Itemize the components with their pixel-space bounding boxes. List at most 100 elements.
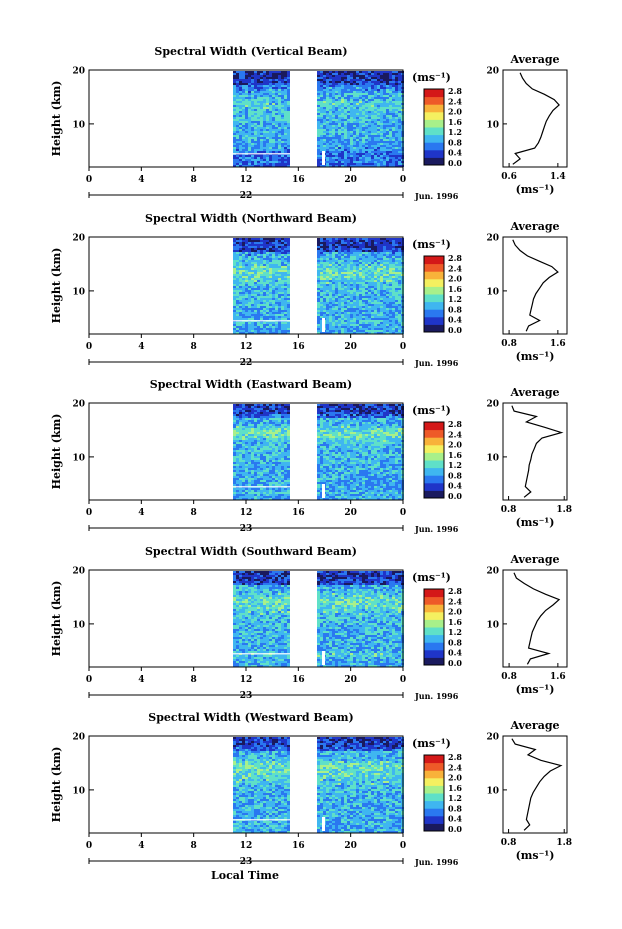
heatmap-cell (365, 105, 368, 107)
heatmap-cell (320, 328, 323, 330)
heatmap-cell (383, 149, 386, 151)
heatmap-cell (257, 296, 260, 298)
heatmap-cell (284, 105, 287, 107)
heatmap-cell (272, 266, 275, 268)
heatmap-cell (350, 139, 353, 141)
heatmap-cell (335, 83, 338, 85)
colorbar-swatch (424, 111, 444, 120)
heatmap-cell (233, 404, 236, 406)
heatmap-cell (245, 131, 248, 133)
heatmap-cell (356, 157, 359, 159)
heatmap-cell (347, 119, 350, 121)
heatmap-cell (344, 99, 347, 101)
heatmap-cell (353, 294, 356, 296)
heatmap-cell (269, 314, 272, 316)
heatmap-cell (386, 143, 389, 145)
heatmap-cell (368, 159, 371, 161)
heatmap-cell (278, 272, 281, 274)
heatmap-cell (242, 424, 245, 426)
heatmap-cell (398, 111, 401, 113)
heatmap-cell (371, 280, 374, 282)
heatmap-cell (398, 115, 401, 117)
heatmap-cell (269, 268, 272, 270)
heatmap-cell (260, 266, 263, 268)
heatmap-cell (287, 105, 290, 107)
heatmap-cell (374, 316, 377, 318)
heatmap-cell (326, 77, 329, 79)
heatmap-cell (242, 446, 245, 448)
heatmap-cell (374, 87, 377, 89)
heatmap-cell (362, 240, 365, 242)
heatmap-cell (233, 490, 236, 492)
heatmap-cell (344, 101, 347, 103)
heatmap-cell (371, 272, 374, 274)
heatmap-cell (362, 252, 365, 254)
heatmap-cell (389, 101, 392, 103)
heatmap-cell (323, 250, 326, 252)
data-gap-line (233, 153, 293, 155)
heatmap-cell (323, 270, 326, 272)
heatmap-cell (389, 298, 392, 300)
heatmap-cell (251, 282, 254, 284)
heatmap-cell (347, 262, 350, 264)
heatmap-cell (374, 149, 377, 151)
heatmap-cell (341, 252, 344, 254)
heatmap-cell (365, 71, 368, 73)
heatmap-cell (281, 77, 284, 79)
heatmap-cell (269, 73, 272, 75)
heatmap-cell (239, 77, 242, 79)
panel-title: Spectral Width (Vertical Beam) (154, 45, 347, 58)
heatmap-cell (341, 332, 344, 334)
heatmap-cell (350, 111, 353, 113)
heatmap-cell (377, 316, 380, 318)
heatmap-cell (395, 252, 398, 254)
heatmap-cell (374, 143, 377, 145)
heatmap-cell (326, 153, 329, 155)
heatmap-cell (320, 75, 323, 77)
heatmap-cell (245, 456, 248, 458)
heatmap-cell (374, 328, 377, 330)
heatmap-cell (362, 159, 365, 161)
heatmap-cell (347, 113, 350, 115)
heatmap-cell (254, 330, 257, 332)
heatmap-cell (254, 238, 257, 240)
heatmap-cell (335, 278, 338, 280)
heatmap-cell (239, 302, 242, 304)
heatmap-cell (260, 316, 263, 318)
heatmap-cell (353, 258, 356, 260)
heatmap-cell (389, 147, 392, 149)
heatmap-cell (284, 262, 287, 264)
heatmap-cell (371, 268, 374, 270)
heatmap-cell (386, 322, 389, 324)
heatmap-cell (335, 135, 338, 137)
heatmap-cell (287, 276, 290, 278)
heatmap-cell (323, 254, 326, 256)
heatmap-cell (242, 428, 245, 430)
heatmap-cell (332, 280, 335, 282)
heatmap-cell (350, 284, 353, 286)
heatmap-cell (242, 298, 245, 300)
heatmap-cell (242, 260, 245, 262)
heatmap-cell (254, 135, 257, 137)
heatmap-cell (284, 99, 287, 101)
heatmap-cell (275, 123, 278, 125)
heatmap-cell (233, 117, 236, 119)
heatmap-cell (254, 280, 257, 282)
heatmap-cell (392, 274, 395, 276)
heatmap-cell (389, 129, 392, 131)
heatmap-cell (275, 308, 278, 310)
heatmap-cell (245, 81, 248, 83)
heatmap-cell (275, 105, 278, 107)
heatmap-cell (326, 115, 329, 117)
heatmap-cell (263, 258, 266, 260)
heatmap-cell (338, 121, 341, 123)
heatmap-cell (347, 304, 350, 306)
heatmap-cell (269, 77, 272, 79)
heatmap-cell (344, 298, 347, 300)
profile-line (512, 72, 560, 165)
heatmap-cell (266, 155, 269, 157)
heatmap-cell (344, 145, 347, 147)
heatmap-cell (335, 254, 338, 256)
heatmap-cell (251, 300, 254, 302)
heatmap-cell (236, 121, 239, 123)
